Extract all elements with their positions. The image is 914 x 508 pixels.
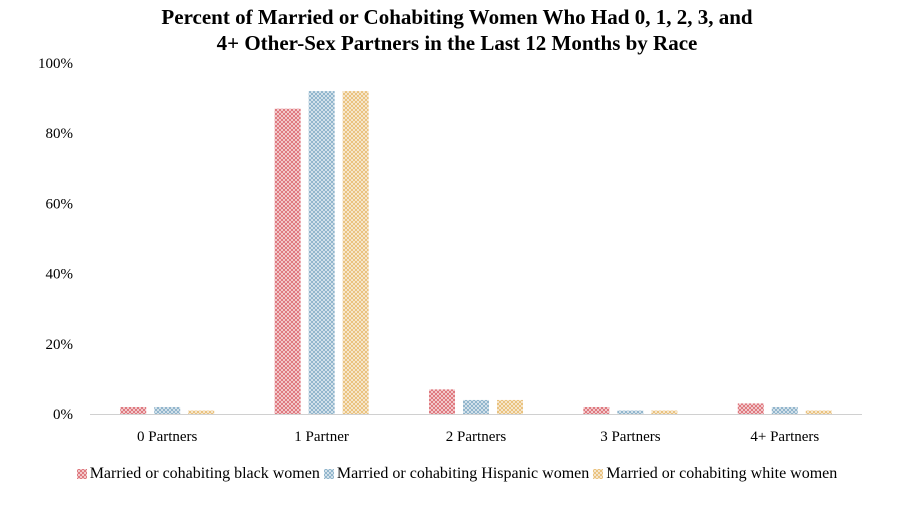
legend-swatch <box>323 469 334 479</box>
bar <box>617 410 644 414</box>
bar <box>805 410 832 414</box>
x-category-label: 4+ Partners <box>750 429 819 445</box>
bar-series-group <box>120 91 832 414</box>
bar <box>651 410 678 414</box>
bar <box>120 406 147 414</box>
legend-item: Married or cohabiting black women <box>76 465 320 483</box>
chart-title-line-2: 4+ Other-Sex Partners in the Last 12 Mon… <box>216 31 698 55</box>
y-tick-label: 0% <box>53 407 73 423</box>
bar <box>429 389 455 414</box>
legend-item: Married or cohabiting Hispanic women <box>323 465 590 483</box>
y-tick-label: 60% <box>46 196 74 212</box>
bar <box>274 108 301 414</box>
x-axis-category-labels: 0 Partners 1 Partner 2 Partners 3 Partners 4… <box>137 429 819 445</box>
x-category-label: 1 Partner <box>294 429 349 445</box>
chart-title: Percent of Married or Cohabiting Women W… <box>0 4 914 56</box>
x-category-label: 0 Partners <box>137 429 198 445</box>
y-tick-label: 100% <box>38 56 73 72</box>
bar <box>154 406 181 414</box>
y-tick-label: 20% <box>46 337 74 353</box>
y-axis-tick-labels: 0% 20% 40% 60% 80% 100% <box>38 56 73 423</box>
legend-label: Married or cohabiting black women <box>89 465 320 482</box>
y-tick-label: 80% <box>46 126 74 142</box>
y-tick-label: 40% <box>46 267 74 283</box>
legend-label: Married or cohabiting Hispanic women <box>336 465 590 482</box>
x-category-label: 3 Partners <box>600 429 661 445</box>
bar-chart: 0% 20% 40% 60% 80% 100% 0 Partners 1 Partner 2 … <box>38 56 862 445</box>
bar <box>342 91 369 414</box>
bar <box>308 91 335 414</box>
chart-legend: Married or cohabiting black women Married… <box>0 465 914 483</box>
bar <box>497 399 523 414</box>
legend-swatch <box>593 469 604 479</box>
bar <box>583 406 610 414</box>
chart-title-line-1: Percent of Married or Cohabiting Women W… <box>161 5 753 29</box>
bar <box>737 403 764 414</box>
legend-swatch <box>76 469 87 479</box>
bar <box>771 406 798 414</box>
bar <box>463 399 489 414</box>
bar <box>188 410 215 414</box>
x-category-label: 2 Partners <box>446 429 507 445</box>
legend-label: Married or cohabiting white women <box>606 465 838 482</box>
legend-item: Married or cohabiting white women <box>593 465 837 483</box>
